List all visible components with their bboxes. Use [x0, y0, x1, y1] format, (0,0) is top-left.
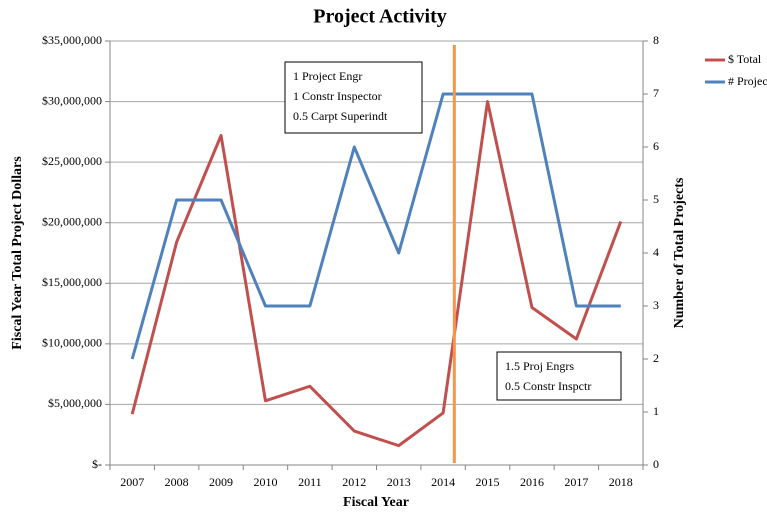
y-tick-label: $20,000,000	[42, 214, 102, 228]
annotation-text: 1.5 Proj Engrs	[505, 359, 574, 373]
x-tick-label: 2016	[520, 475, 544, 489]
annotation-text: 1 Project Engr	[293, 69, 362, 83]
x-tick-label: 2013	[387, 475, 411, 489]
x-tick-label: 2015	[476, 475, 500, 489]
annotation-box	[496, 351, 622, 401]
annotation-text: 0.5 Constr Inspctr	[505, 379, 591, 393]
annotation-text: 0.5 Carpt Superindt	[293, 109, 388, 123]
annotation-text: 1 Constr Inspector	[293, 89, 382, 103]
x-axis-label: Fiscal Year	[343, 495, 409, 510]
y-tick-label: $-	[92, 457, 102, 471]
y-axis-label: Fiscal Year Total Project Dollars	[10, 156, 25, 350]
x-tick-label: 2012	[342, 475, 366, 489]
y2-tick-label: 5	[653, 192, 659, 206]
x-tick-label: 2008	[165, 475, 189, 489]
series-line	[130, 100, 623, 448]
y-tick-label: $15,000,000	[42, 275, 102, 289]
annotation-box	[284, 61, 423, 134]
y-tick-label: $10,000,000	[42, 336, 102, 350]
y2-tick-label: 8	[653, 33, 659, 47]
x-tick-label: 2009	[209, 475, 233, 489]
y-tick-label: $25,000,000	[42, 154, 102, 168]
x-tick-label: 2011	[298, 475, 322, 489]
y-tick-label: $30,000,000	[42, 93, 102, 107]
y2-tick-label: 4	[653, 245, 659, 259]
y2-tick-label: 2	[653, 351, 659, 365]
x-tick-label: 2018	[609, 475, 633, 489]
y2-tick-label: 3	[653, 298, 659, 312]
x-tick-label: 2010	[253, 475, 277, 489]
y-tick-label: $5,000,000	[48, 396, 102, 410]
y2-axis-label: Number of Total Projects	[672, 177, 687, 328]
x-tick-label: 2014	[431, 475, 455, 489]
y-tick-label: $35,000,000	[42, 33, 102, 47]
x-tick-label: 2007	[120, 475, 144, 489]
legend-label: $ Total	[728, 52, 762, 66]
legend-label: # Projects	[728, 74, 767, 88]
chart-title: Project Activity	[313, 6, 446, 28]
y2-tick-label: 6	[653, 139, 659, 153]
y2-tick-label: 7	[653, 86, 659, 100]
y2-tick-label: 1	[653, 404, 659, 418]
series-line	[130, 92, 621, 360]
x-tick-label: 2017	[564, 475, 588, 489]
y2-tick-label: 0	[653, 457, 659, 471]
